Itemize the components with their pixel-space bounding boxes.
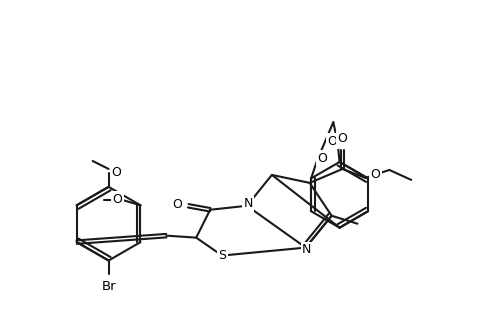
Text: O: O	[338, 132, 347, 145]
Text: O: O	[317, 152, 327, 165]
Text: N: N	[243, 197, 253, 210]
Text: O: O	[112, 166, 121, 179]
Text: O: O	[370, 168, 380, 181]
Text: Br: Br	[101, 280, 116, 294]
Text: O: O	[172, 198, 182, 211]
Text: S: S	[218, 249, 226, 262]
Text: O: O	[113, 193, 123, 206]
Text: N: N	[302, 243, 312, 256]
Text: O: O	[327, 134, 338, 148]
